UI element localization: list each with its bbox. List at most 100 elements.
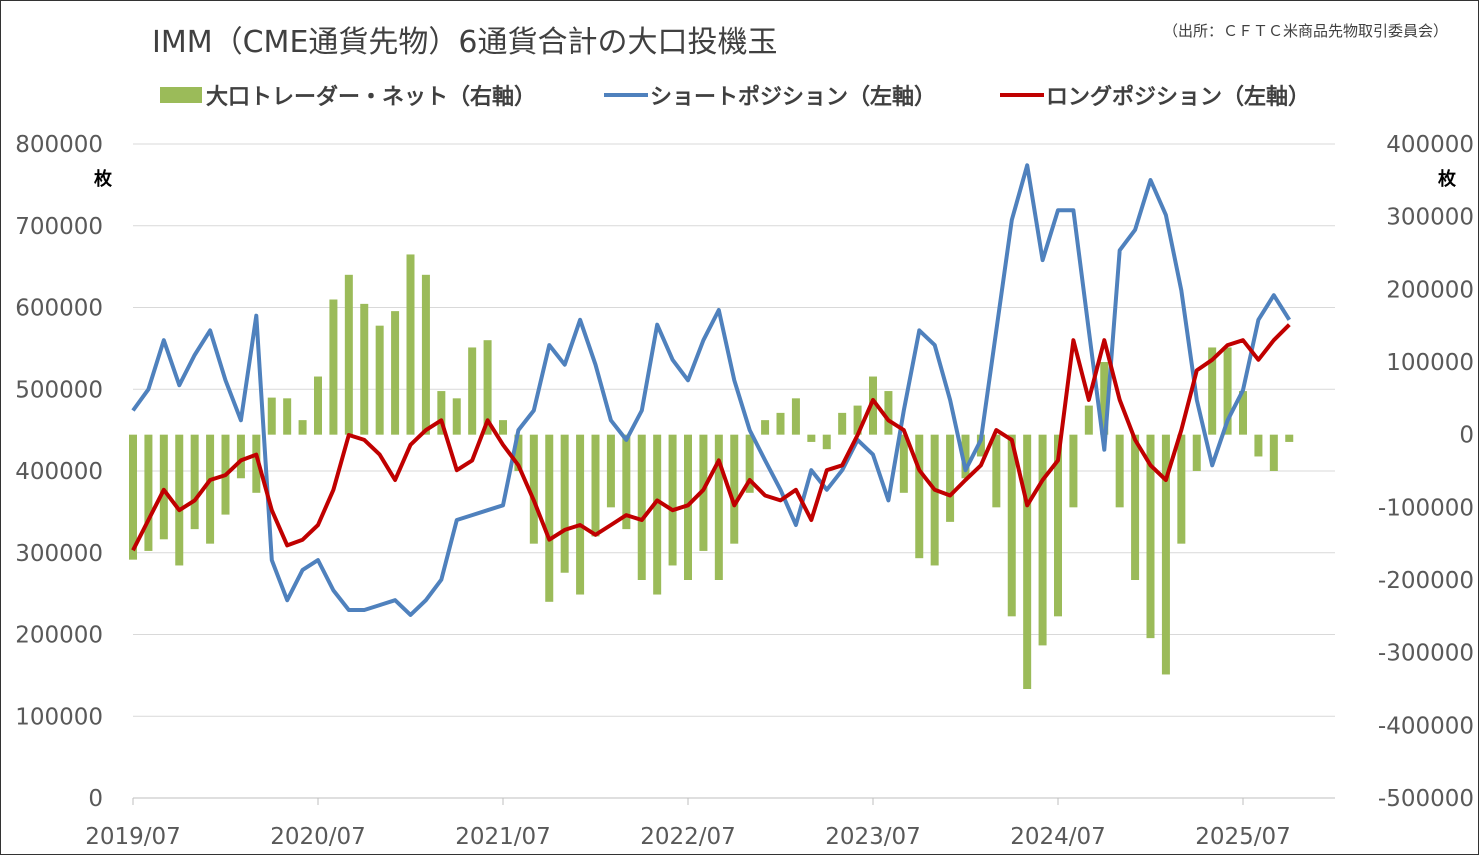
x-tick-label: 2025/07	[1195, 824, 1291, 850]
net-bar	[1161, 434, 1170, 675]
left-tick-label: 0	[88, 786, 103, 812]
net-bar	[622, 434, 631, 530]
net-bar	[1007, 434, 1016, 617]
net-bar	[992, 434, 1001, 508]
net-bar	[1038, 434, 1047, 646]
left-tick-label: 300000	[15, 541, 103, 567]
net-bar	[791, 398, 800, 435]
net-bar	[822, 434, 831, 450]
net-bar	[961, 434, 970, 479]
net-bar	[838, 412, 847, 435]
net-bar	[129, 434, 137, 560]
net-bar	[576, 434, 585, 595]
net-bar	[1239, 391, 1247, 435]
net-bar	[267, 397, 276, 435]
net-bar	[1269, 434, 1278, 471]
x-tick-label: 2024/07	[1010, 824, 1106, 850]
net-bar	[1115, 434, 1124, 508]
net-bar	[545, 434, 554, 602]
net-bar	[529, 434, 538, 544]
net-bar	[483, 340, 492, 435]
legend-label-long: ロングポジション（左軸）	[1046, 84, 1310, 110]
net-bar	[1146, 434, 1155, 639]
net-bar	[421, 274, 430, 435]
right-tick-label: -200000	[1378, 568, 1474, 594]
net-bar	[1192, 434, 1201, 471]
net-bar	[699, 434, 708, 551]
net-bar	[1100, 362, 1109, 435]
net-bar	[468, 347, 477, 435]
right-tick-label: 200000	[1386, 277, 1474, 303]
right-tick-label: 300000	[1386, 205, 1474, 231]
net-bar	[159, 434, 168, 540]
net-bar	[730, 434, 739, 544]
net-bar	[1069, 434, 1078, 508]
net-bar	[298, 420, 307, 435]
left-tick-label: 800000	[15, 132, 103, 158]
net-bar	[236, 434, 245, 479]
net-bar	[869, 376, 877, 435]
right-tick-label: -100000	[1378, 495, 1474, 521]
net-bar	[946, 434, 955, 522]
net-bar	[915, 434, 924, 559]
right-unit: 枚	[1438, 168, 1457, 190]
left-tick-label: 200000	[15, 623, 103, 649]
net-bar	[437, 391, 446, 435]
net-bar	[976, 434, 985, 457]
x-tick-label: 2021/07	[455, 824, 551, 850]
net-bar	[761, 420, 770, 435]
net-bar	[452, 398, 461, 435]
net-bar	[406, 254, 415, 435]
net-bar	[344, 274, 353, 435]
net-bar	[1285, 434, 1294, 442]
net-bar	[314, 376, 322, 435]
net-bar	[930, 434, 939, 566]
net-bar	[329, 299, 338, 435]
net-bar	[252, 434, 261, 493]
net-bar	[653, 434, 662, 595]
right-tick-label: 100000	[1386, 350, 1474, 376]
net-bar	[1223, 347, 1232, 435]
right-tick-label: 0	[1459, 423, 1474, 449]
net-bar	[206, 434, 215, 544]
net-bar	[514, 434, 523, 471]
right-tick-label: -300000	[1378, 641, 1474, 667]
net-bar	[175, 434, 184, 566]
x-tick-label: 2020/07	[270, 824, 366, 850]
chart-title: IMM（CME通貨先物）6通貨合計の大口投機玉	[152, 25, 778, 60]
left-tick-label: 700000	[15, 214, 103, 240]
left-tick-label: 100000	[15, 704, 103, 730]
net-bar	[807, 434, 816, 442]
x-tick-label: 2022/07	[640, 824, 736, 850]
legend-label-net: 大口トレーダー・ネット（右軸）	[206, 84, 536, 110]
net-bar	[560, 434, 569, 573]
net-bar	[853, 405, 862, 435]
net-bar	[606, 434, 615, 508]
net-bar	[1023, 434, 1032, 689]
right-tick-label: 400000	[1386, 132, 1474, 158]
net-bar	[283, 398, 292, 435]
net-bar	[776, 412, 785, 435]
short-position-line	[131, 163, 1291, 617]
x-tick-label: 2019/07	[85, 824, 181, 850]
net-bar	[884, 391, 893, 435]
chart-source: （出所：ＣＦＴＣ米商品先物取引委員会）	[1163, 22, 1448, 40]
left-tick-label: 600000	[15, 296, 103, 322]
net-bar	[1177, 434, 1186, 544]
legend-label-short: ショートポジション（左軸）	[650, 84, 936, 110]
net-bar	[1208, 347, 1217, 435]
x-tick-label: 2023/07	[825, 824, 921, 850]
long-position-line	[131, 323, 1291, 552]
net-bar	[591, 434, 600, 537]
net-bar	[668, 434, 677, 566]
net-bar	[899, 434, 908, 493]
net-bar	[1084, 405, 1093, 435]
net-bar	[360, 303, 369, 435]
net-bar	[190, 434, 199, 530]
right-tick-label: -500000	[1378, 786, 1474, 812]
net-bar	[391, 311, 400, 435]
net-bar	[144, 434, 153, 551]
net-bar	[1254, 434, 1263, 457]
